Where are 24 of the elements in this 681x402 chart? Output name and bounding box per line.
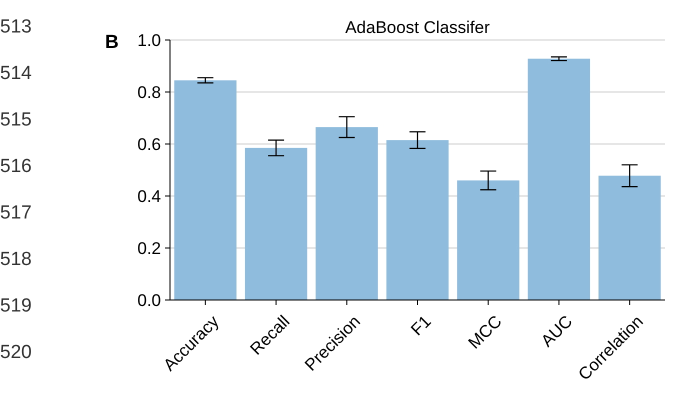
bar <box>457 180 520 300</box>
text: 516 <box>0 156 32 178</box>
text: 520 <box>0 342 32 364</box>
chart-title: AdaBoost Classifer <box>345 18 490 37</box>
y-tick-label: 0.6 <box>137 134 161 154</box>
y-tick-label: 0.2 <box>137 238 161 258</box>
text: 519 <box>0 296 32 317</box>
text: B <box>105 32 119 53</box>
y-tick-label: 0.8 <box>137 82 161 102</box>
y-tick-label: 1.0 <box>137 30 161 50</box>
text: 517 <box>0 202 32 224</box>
bar <box>386 140 449 300</box>
text: 514 <box>0 63 32 84</box>
bar <box>528 58 590 300</box>
text: 513 <box>0 16 32 38</box>
bar <box>244 148 308 300</box>
bar <box>174 80 236 300</box>
text: 515 <box>0 110 32 131</box>
y-tick-label: 0.0 <box>137 290 161 310</box>
bar <box>598 176 661 300</box>
text: 518 <box>0 249 32 270</box>
y-tick-label: 0.4 <box>137 186 161 206</box>
bar <box>316 127 378 300</box>
x-tick-label: F1 <box>407 312 435 340</box>
